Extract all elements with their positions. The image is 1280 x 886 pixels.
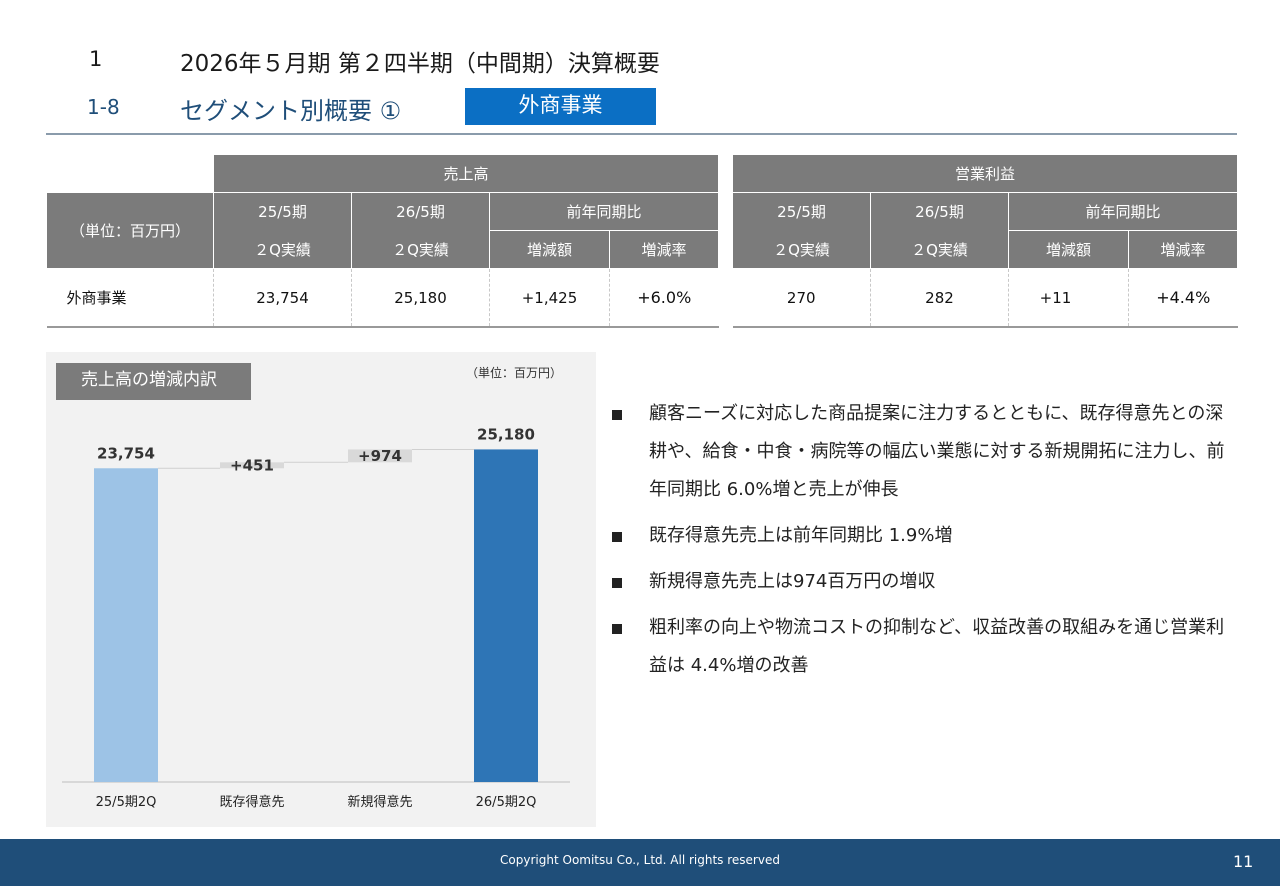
bar-data-label: 25,180 (477, 425, 535, 443)
profit-curr-value: 282 (870, 268, 1009, 328)
sales-curr-value: 25,180 (351, 268, 490, 328)
table-row: 外商事業 23,754 25,180 +1,425 +6.0% (46, 268, 719, 328)
profit-prev-result: ２Q実績 (732, 230, 871, 269)
profit-group-header: 営業利益 (731, 154, 1239, 193)
bullet-square-icon (612, 624, 622, 634)
sales-curr-period: 26/5期 (351, 192, 490, 231)
profit-diff-value: +11 (1008, 268, 1129, 328)
bullet-text: 粗利率の向上や物流コストの抑制など、収益改善の取組みを通じ営業利益は 4.4%増… (649, 617, 1225, 676)
sales-prev-value: 23,754 (213, 268, 352, 328)
bullet-item: 顧客ニーズに対応した商品提案に注力するとともに、既存得意先との深耕や、給食・中食… (612, 395, 1232, 509)
profit-prev-period: 25/5期 (732, 192, 871, 231)
sales-prev-period: 25/5期 (213, 192, 352, 231)
sales-rate-value: +6.0% (609, 268, 719, 328)
copyright: Copyright Oomitsu Co., Ltd. All rights r… (500, 853, 780, 867)
category-tick-label: 25/5期2Q (96, 795, 157, 810)
waterfall-bar (94, 468, 158, 782)
sales-prev-result: ２Q実績 (213, 230, 352, 269)
sales-group-header: 売上高 (212, 154, 720, 193)
bullet-text: 顧客ニーズに対応した商品提案に注力するとともに、既存得意先との深耕や、給食・中食… (649, 403, 1225, 500)
waterfall-bar (220, 462, 284, 469)
sales-rate-header: 増減率 (608, 230, 720, 269)
header-divider (46, 133, 1237, 135)
profit-rate-value: +4.4% (1128, 268, 1238, 328)
category-tick-label: 26/5期2Q (476, 795, 537, 810)
profit-rate-header: 増減率 (1127, 230, 1239, 269)
profit-curr-result: ２Q実績 (870, 230, 1009, 269)
bullet-text: 新規得意先売上は974百万円の増収 (649, 571, 936, 592)
chart-unit-note: （単位：百万円） (466, 366, 563, 380)
chart-title: 売上高の増減内訳 (56, 363, 251, 400)
bar-data-label: +974 (358, 447, 402, 465)
sales-yoy-header: 前年同期比 (488, 192, 720, 231)
bullet-square-icon (612, 532, 622, 542)
bullet-list: 顧客ニーズに対応した商品提案に注力するとともに、既存得意先との深耕や、給食・中食… (612, 395, 1232, 693)
sales-diff-value: +1,425 (489, 268, 610, 328)
table-corner (46, 154, 214, 193)
bullet-item: 新規得意先売上は974百万円の増収 (612, 563, 1232, 601)
profit-diff-header: 増減額 (1008, 230, 1129, 269)
category-tick-label: 新規得意先 (347, 794, 412, 810)
row-label: 外商事業 (46, 268, 214, 328)
section-number: 1 (89, 47, 103, 71)
profit-curr-period: 26/5期 (870, 192, 1009, 231)
sales-diff-header: 増減額 (489, 230, 610, 269)
sales-curr-result: ２Q実績 (351, 230, 490, 269)
category-tick-label: 既存得意先 (219, 794, 284, 810)
unit-label: （単位：百万円） (46, 192, 214, 269)
subsection-number: 1-8 (87, 95, 120, 119)
bar-data-label: 23,754 (97, 444, 155, 462)
profit-table: 営業利益 25/5期 26/5期 前年同期比 ２Q実績 ２Q実績 増減額 増減率… (731, 154, 1239, 328)
bullet-text: 既存得意先売上は前年同期比 1.9%増 (649, 525, 953, 546)
waterfall-bar (474, 449, 538, 782)
sales-table: 売上高 （単位：百万円） 25/5期 26/5期 前年同期比 ２Q実績 ２Q実績… (46, 154, 720, 328)
footer-bar (0, 839, 1280, 886)
profit-yoy-header: 前年同期比 (1007, 192, 1239, 231)
bar-data-label: +451 (230, 456, 274, 474)
waterfall-chart: 23,754 25/5期2Q +451 既存得意先 +974 新規得意先 25,180 26/… (62, 425, 570, 810)
page-number: 11 (1233, 852, 1254, 871)
segment-badge: 外商事業 (465, 88, 656, 125)
table-row: 270 282 +11 +4.4% (732, 268, 1238, 328)
bullet-square-icon (612, 578, 622, 588)
profit-prev-value: 270 (732, 268, 871, 328)
bullet-square-icon (612, 410, 622, 420)
section-title: 2026年５月期 第２四半期（中間期）決算概要 (180, 51, 660, 77)
waterfall-bar (348, 449, 412, 463)
bullet-item: 粗利率の向上や物流コストの抑制など、収益改善の取組みを通じ営業利益は 4.4%増… (612, 609, 1232, 685)
subsection-title: セグメント別概要 ① (180, 97, 402, 125)
bullet-item: 既存得意先売上は前年同期比 1.9%増 (612, 517, 1232, 555)
